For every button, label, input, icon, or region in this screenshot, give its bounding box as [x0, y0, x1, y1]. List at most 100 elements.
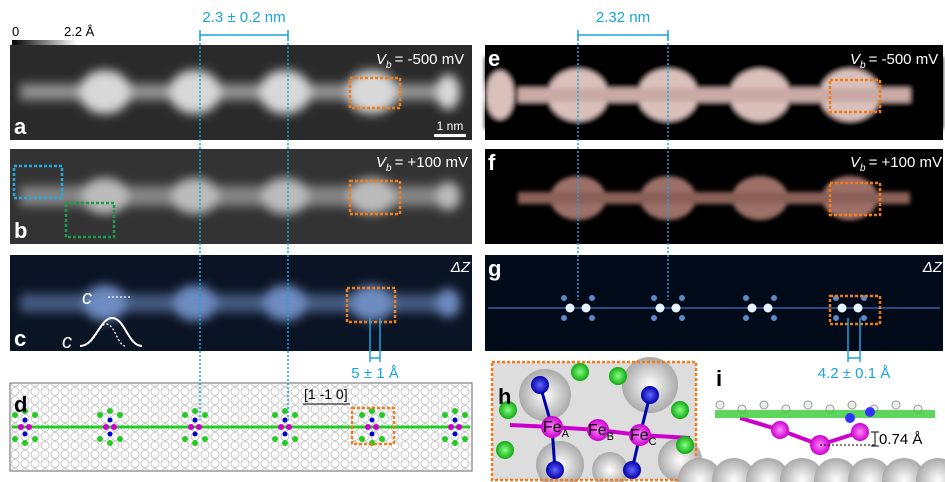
- period-label: 2.32 nm: [596, 9, 650, 26]
- texture: [790, 192, 910, 204]
- texture: [282, 408, 288, 414]
- colorbar-min: 0: [12, 24, 19, 39]
- period-label: 2.3 ± 0.2 nm: [202, 9, 285, 26]
- texture: [79, 70, 131, 114]
- texture: [202, 412, 208, 418]
- scale-bar: [434, 134, 466, 137]
- texture: [370, 418, 375, 423]
- texture: [365, 424, 371, 430]
- texture: [292, 436, 298, 442]
- texture: [23, 432, 28, 437]
- texture: [192, 408, 198, 414]
- texture: [452, 408, 458, 414]
- texture: [173, 285, 217, 321]
- texture: [679, 295, 685, 301]
- texture: [848, 401, 856, 409]
- texture: [748, 304, 757, 313]
- texture: [26, 424, 32, 430]
- figure: 0 2.2 Å: [0, 0, 945, 482]
- site-label: c: [82, 287, 92, 309]
- colorbar-max: 2.2 Å: [64, 24, 95, 39]
- texture: [103, 424, 109, 430]
- texture: [202, 436, 208, 442]
- texture: [760, 401, 768, 409]
- texture: [278, 424, 284, 430]
- split-label: 5 ± 1 Å: [351, 365, 398, 382]
- texture: [838, 304, 847, 313]
- mode-label: ΔZ: [922, 259, 943, 276]
- texture: [561, 315, 567, 321]
- texture: [462, 412, 468, 418]
- direction-label: [1 -1 0]: [304, 386, 348, 402]
- texture: [436, 289, 460, 318]
- texture: [193, 432, 198, 437]
- panel-label: g: [488, 256, 501, 281]
- texture: [456, 424, 462, 430]
- texture: [32, 436, 38, 442]
- texture: [854, 304, 863, 313]
- texture: [771, 315, 777, 321]
- panel-h: [492, 357, 702, 482]
- texture: [561, 295, 567, 301]
- height-label: 0.74 Å: [879, 431, 922, 448]
- texture: [743, 315, 749, 321]
- texture: [261, 178, 309, 214]
- texture: [359, 412, 365, 418]
- texture: [283, 432, 288, 437]
- texture: [12, 436, 18, 442]
- mode-label: ΔZ: [450, 259, 471, 276]
- texture: [743, 295, 749, 301]
- texture: [370, 432, 375, 437]
- texture: [283, 418, 288, 423]
- texture: [651, 295, 657, 301]
- texture: [282, 440, 288, 446]
- texture: [107, 440, 113, 446]
- texture: [373, 424, 379, 430]
- texture: [22, 440, 28, 446]
- texture: [117, 436, 123, 442]
- texture: [892, 401, 900, 409]
- texture: [582, 304, 591, 313]
- texture: [350, 285, 394, 321]
- texture: [97, 436, 103, 442]
- panel-label: i: [716, 366, 722, 391]
- texture: [589, 295, 595, 301]
- texture: [804, 401, 812, 409]
- texture: [292, 412, 298, 418]
- texture: [192, 440, 198, 446]
- texture: [348, 178, 396, 214]
- texture: [188, 424, 194, 430]
- texture: [182, 436, 188, 442]
- panel-label: h: [498, 384, 511, 409]
- texture: [771, 295, 777, 301]
- texture: [679, 315, 685, 321]
- texture: [651, 315, 657, 321]
- texture: [32, 412, 38, 418]
- texture: [790, 88, 910, 102]
- texture: [196, 424, 202, 430]
- panel-c: [10, 255, 472, 351]
- panel-label: a: [14, 114, 27, 139]
- texture: [436, 74, 460, 109]
- panel-label: d: [14, 392, 27, 417]
- texture: [107, 408, 113, 414]
- panel-label: f: [488, 150, 496, 175]
- panel-label: c: [14, 326, 26, 351]
- texture: [108, 432, 113, 437]
- texture: [193, 418, 198, 423]
- panel-d: [10, 383, 472, 471]
- site-label: c: [62, 331, 72, 353]
- texture: [182, 412, 188, 418]
- texture: [272, 412, 278, 418]
- texture: [462, 436, 468, 442]
- texture: [108, 418, 113, 423]
- texture: [442, 436, 448, 442]
- texture: [436, 182, 460, 211]
- texture: [23, 418, 28, 423]
- split-label: 4.2 ± 0.1 Å: [818, 365, 890, 382]
- texture: [18, 424, 24, 430]
- texture: [359, 436, 365, 442]
- panel-label: b: [14, 218, 27, 243]
- texture: [259, 70, 311, 114]
- texture: [589, 315, 595, 321]
